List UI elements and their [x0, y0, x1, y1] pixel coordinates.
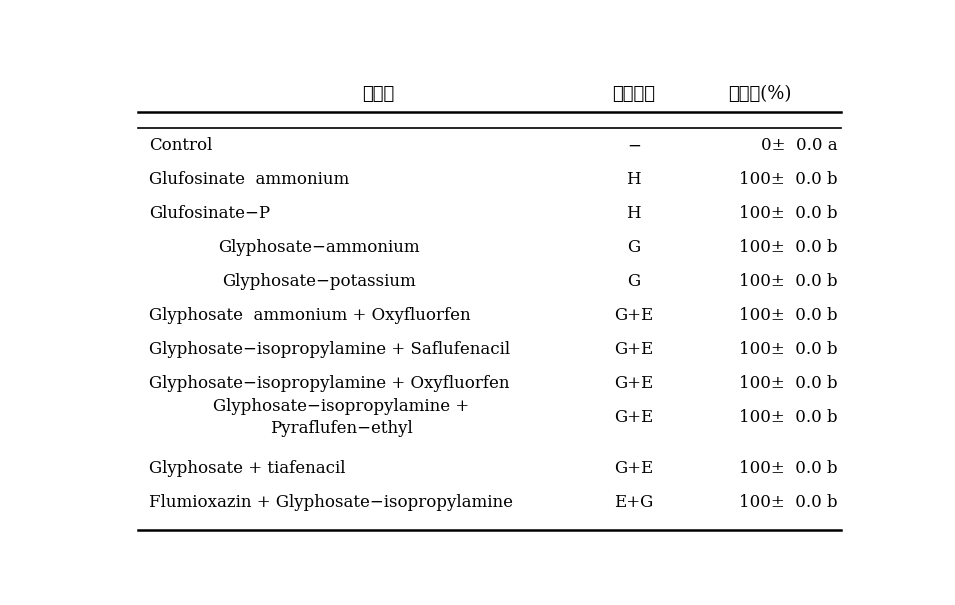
Text: Glufosinate  ammonium: Glufosinate ammonium: [149, 171, 350, 188]
Text: 100±  0.0 b: 100± 0.0 b: [738, 273, 838, 290]
Text: 방제율(%): 방제율(%): [728, 85, 792, 103]
Text: E+G: E+G: [614, 494, 653, 511]
Text: Glufosinate−P: Glufosinate−P: [149, 205, 270, 222]
Text: G+E: G+E: [614, 341, 653, 358]
Text: Flumioxazin + Glyphosate−isopropylamine: Flumioxazin + Glyphosate−isopropylamine: [149, 494, 513, 511]
Text: 100±  0.0 b: 100± 0.0 b: [738, 341, 838, 358]
Text: Glyphosate  ammonium + Oxyfluorfen: Glyphosate ammonium + Oxyfluorfen: [149, 307, 471, 324]
Text: G+E: G+E: [614, 410, 653, 427]
Text: H: H: [626, 171, 641, 188]
Text: 작용기작: 작용기작: [612, 85, 655, 103]
Text: Glyphosate−ammonium: Glyphosate−ammonium: [219, 239, 420, 257]
Text: Glyphosate−isopropylamine + Saflufenacil: Glyphosate−isopropylamine + Saflufenacil: [149, 341, 510, 358]
Text: 100±  0.0 b: 100± 0.0 b: [738, 410, 838, 427]
Text: Glyphosate−potassium: Glyphosate−potassium: [223, 273, 416, 290]
Text: 100±  0.0 b: 100± 0.0 b: [738, 460, 838, 477]
Text: 100±  0.0 b: 100± 0.0 b: [738, 171, 838, 188]
Text: 100±  0.0 b: 100± 0.0 b: [738, 494, 838, 511]
Text: 100±  0.0 b: 100± 0.0 b: [738, 375, 838, 392]
Text: 100±  0.0 b: 100± 0.0 b: [738, 205, 838, 222]
Text: G+E: G+E: [614, 460, 653, 477]
Text: G+E: G+E: [614, 307, 653, 324]
Text: −: −: [626, 137, 641, 154]
Text: Glyphosate−isopropylamine + Oxyfluorfen: Glyphosate−isopropylamine + Oxyfluorfen: [149, 375, 509, 392]
Text: 제초제: 제초제: [362, 85, 394, 103]
Text: Glyphosate−isopropylamine +
Pyraflufen−ethyl: Glyphosate−isopropylamine + Pyraflufen−e…: [213, 398, 470, 437]
Text: 100±  0.0 b: 100± 0.0 b: [738, 307, 838, 324]
Text: G: G: [627, 273, 640, 290]
Text: Glyphosate + tiafenacil: Glyphosate + tiafenacil: [149, 460, 346, 477]
Text: 0±  0.0 a: 0± 0.0 a: [761, 137, 838, 154]
Text: 100±  0.0 b: 100± 0.0 b: [738, 239, 838, 257]
Text: Control: Control: [149, 137, 212, 154]
Text: G+E: G+E: [614, 375, 653, 392]
Text: H: H: [626, 205, 641, 222]
Text: G: G: [627, 239, 640, 257]
